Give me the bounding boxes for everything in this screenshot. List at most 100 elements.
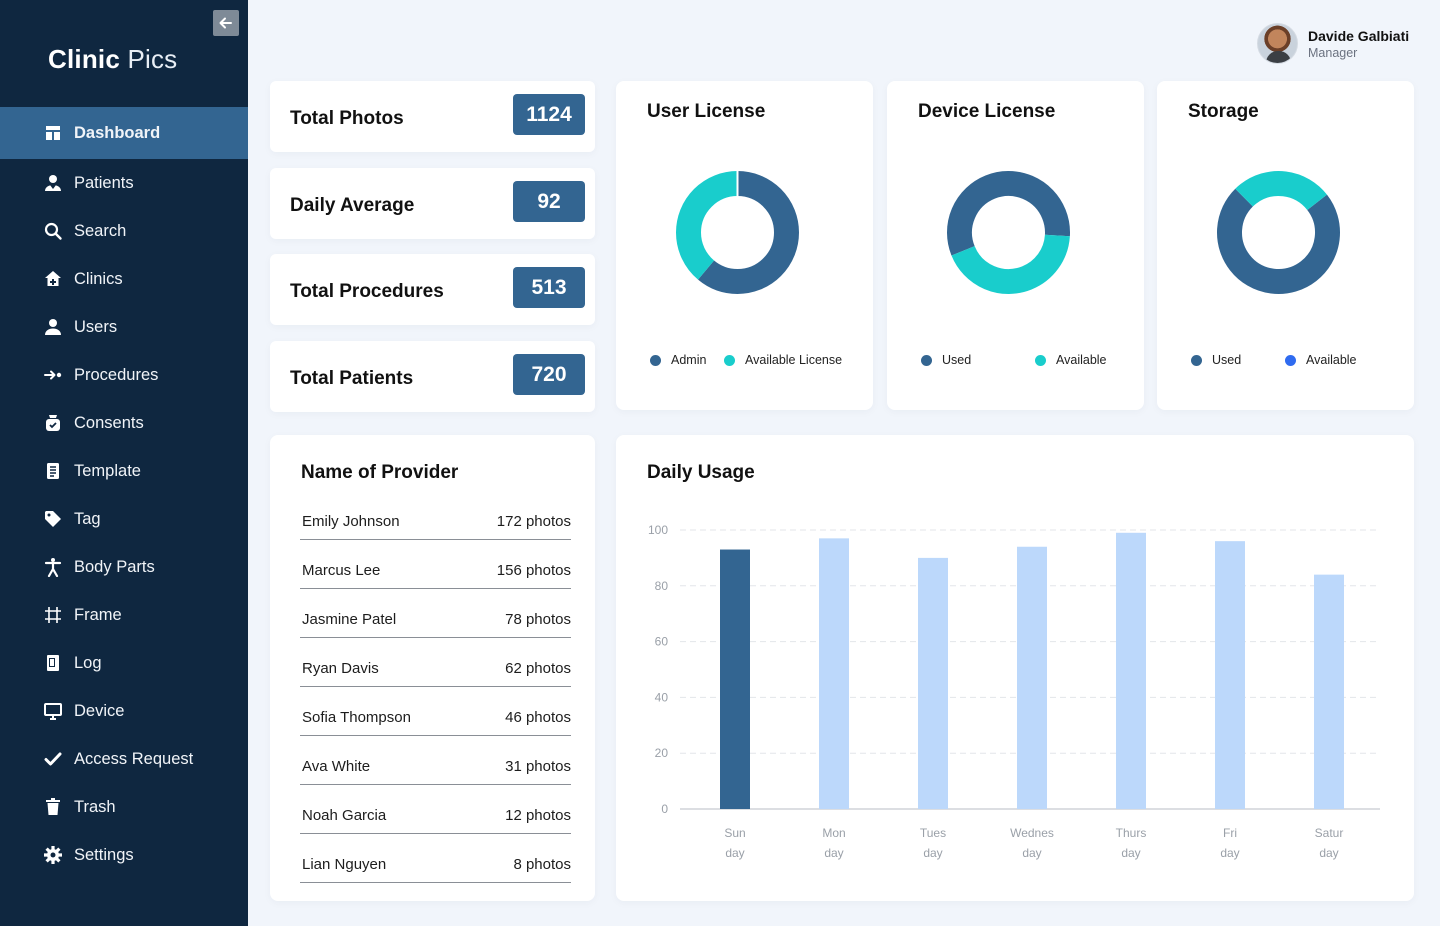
sidebar-item-label: Log <box>74 653 102 672</box>
sidebar-item-frame[interactable]: Frame <box>0 591 248 639</box>
bar[interactable] <box>720 549 750 809</box>
sidebar-item-template[interactable]: Template <box>0 447 248 495</box>
legend-label: Available <box>1306 353 1357 367</box>
avatar[interactable] <box>1257 23 1298 64</box>
card-title: User License <box>647 101 766 122</box>
y-tick-label: 20 <box>655 746 669 760</box>
sidebar-item-patients[interactable]: Patients <box>0 159 248 207</box>
card-title: Name of Provider <box>301 462 459 483</box>
provider-name: Emily Johnson <box>302 513 400 530</box>
sidebar-item-users[interactable]: Users <box>0 303 248 351</box>
list-item[interactable]: Ryan Davis 62 photos <box>300 638 571 687</box>
list-item[interactable]: Sofia Thompson 46 photos <box>300 687 571 736</box>
legend-label: Used <box>942 353 972 367</box>
provider-photo-count: 31 photos <box>505 758 571 775</box>
stat-card-total-patients: Total Patients 720 <box>270 341 595 412</box>
bar[interactable] <box>1017 546 1047 809</box>
provider-name: Lian Nguyen <box>302 856 387 873</box>
provider-name: Ava White <box>302 758 371 775</box>
provider-photo-count: 62 photos <box>505 660 571 677</box>
sidebar-item-clinics[interactable]: Clinics <box>0 255 248 303</box>
user-license-donut <box>676 170 799 294</box>
x-tick-label: Satur <box>1315 826 1344 840</box>
user-name: Davide Galbiati <box>1308 27 1410 44</box>
list-item[interactable]: Marcus Lee 156 photos <box>300 540 571 589</box>
legend-dot <box>1285 354 1296 366</box>
sidebar-item-body-parts[interactable]: Body Parts <box>0 543 248 591</box>
sidebar-item-trash[interactable]: Trash <box>0 783 248 831</box>
stat-label: Total Procedures <box>290 281 444 302</box>
stat-card-total-photos: Total Photos 1124 <box>270 81 595 152</box>
template-icon <box>42 460 64 482</box>
dashboard-icon <box>42 122 64 144</box>
y-tick-label: 40 <box>655 690 669 704</box>
daily-usage-chart: 0 20 40 60 80 100 Sun day Mon day Tues day Wednes day… <box>648 523 1380 860</box>
sidebar-item-label: Consents <box>74 413 144 432</box>
provider-name: Noah Garcia <box>302 807 387 824</box>
x-tick-label: Sun <box>724 826 745 840</box>
list-item[interactable]: Jasmine Patel 78 photos <box>300 589 571 638</box>
sidebar-item-dashboard[interactable]: Dashboard <box>0 107 248 159</box>
list-item[interactable]: Emily Johnson 172 photos <box>300 491 571 540</box>
sidebar-item-label: Procedures <box>74 365 159 384</box>
stat-label: Total Photos <box>290 108 404 129</box>
sidebar-item-access-request[interactable]: Access Request <box>0 735 248 783</box>
frame-icon <box>42 604 64 626</box>
legend-item-available: Available <box>1035 353 1107 367</box>
list-item[interactable]: Noah Garcia 12 photos <box>300 785 571 834</box>
stat-label: Daily Average <box>290 195 415 216</box>
list-item[interactable]: Lian Nguyen 8 photos <box>300 834 571 883</box>
bar[interactable] <box>1116 532 1146 809</box>
user-profile[interactable]: Davide Galbiati Manager <box>1257 23 1409 64</box>
bar[interactable] <box>819 538 849 809</box>
sidebar-item-consents[interactable]: Consents <box>0 399 248 447</box>
provider-photo-count: 8 photos <box>513 856 571 873</box>
logo-bold-text: Clinic <box>48 44 120 74</box>
legend-dot <box>1191 354 1202 366</box>
list-item[interactable]: Ava White 31 photos <box>300 736 571 785</box>
legend-dot <box>724 354 735 366</box>
legend-item-admin: Admin <box>650 353 706 367</box>
search-icon <box>42 220 64 242</box>
provider-card: Name of Provider Emily Johnson 172 photos… <box>270 435 595 901</box>
x-tick-label: Tues <box>920 826 946 840</box>
sidebar-item-label: Template <box>74 461 141 480</box>
x-tick-label: day <box>824 846 843 860</box>
check-icon <box>42 748 64 770</box>
daily-usage-card: Daily Usage 0 20 40 60 80 100 Sun day Mon day Tues… <box>616 435 1414 901</box>
x-tick-label: day <box>725 846 744 860</box>
sidebar-item-procedures[interactable]: Procedures <box>0 351 248 399</box>
bar[interactable] <box>1314 574 1344 809</box>
collapse-sidebar-button[interactable] <box>213 10 239 36</box>
device-license-donut <box>946 171 1070 294</box>
consent-icon <box>42 412 64 434</box>
provider-photo-count: 12 photos <box>505 807 571 824</box>
bar[interactable] <box>918 557 948 809</box>
sidebar-item-settings[interactable]: Settings <box>0 831 248 879</box>
sidebar-item-log[interactable]: Log <box>0 639 248 687</box>
patient-icon <box>42 172 64 194</box>
sidebar-item-tag[interactable]: Tag <box>0 495 248 543</box>
stat-value-badge: 1124 <box>513 94 585 135</box>
provider-photo-count: 156 photos <box>496 562 571 579</box>
sidebar-item-device[interactable]: Device <box>0 687 248 735</box>
bar[interactable] <box>1215 541 1245 809</box>
sidebar-item-label: Body Parts <box>74 557 155 576</box>
provider-name: Ryan Davis <box>302 660 379 677</box>
legend-dot <box>921 354 932 366</box>
logo-light-text: Pics <box>127 44 178 74</box>
x-tick-label: Mon <box>822 826 845 840</box>
app-logo[interactable]: Clinic Pics <box>48 44 177 75</box>
sidebar-item-label: Users <box>74 317 118 336</box>
sidebar-item-label: Settings <box>74 845 134 864</box>
provider-photo-count: 172 photos <box>496 513 571 530</box>
sidebar-item-search[interactable]: Search <box>0 207 248 255</box>
device-license-card: Device License Used Available <box>887 81 1144 410</box>
y-tick-label: 0 <box>661 802 668 816</box>
provider-photo-count: 78 photos <box>505 611 571 628</box>
user-license-card: User License Admin Available License <box>616 81 873 410</box>
sidebar-item-label: Device <box>74 701 125 720</box>
clinic-icon <box>42 268 64 290</box>
sidebar: Clinic Pics Dashboard Patients Search Clini… <box>0 0 248 926</box>
log-icon <box>42 652 64 674</box>
